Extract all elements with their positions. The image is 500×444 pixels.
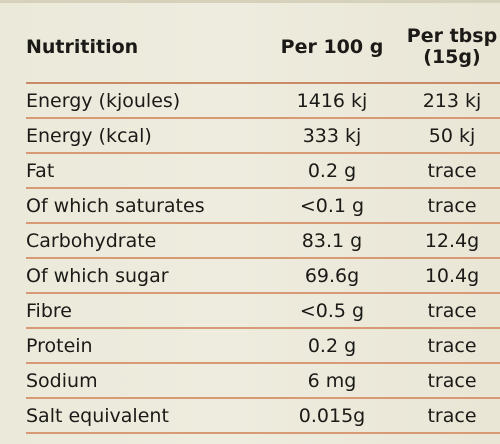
row-nutrient-name: Energy (kjoules) bbox=[26, 83, 262, 119]
row-per-tbsp-value: 12.4g bbox=[402, 223, 500, 259]
row-per-100g-value: 0.015g bbox=[262, 398, 402, 434]
row-per-100g-value: 69.6g bbox=[262, 258, 402, 294]
row-per-100g-value: 0.2 g bbox=[262, 328, 402, 364]
row-nutrient-name: Salt equivalent bbox=[26, 398, 262, 434]
row-per-100g-value: <0.1 g bbox=[262, 188, 402, 224]
row-per-100g-value: 0.2 g bbox=[262, 153, 402, 189]
header-nutrition: Nutritition bbox=[26, 12, 262, 84]
row-per-100g-value: 333 kj bbox=[262, 118, 402, 154]
row-nutrient-name: Fibre bbox=[26, 293, 262, 329]
row-per-tbsp-value: 50 kj bbox=[402, 118, 500, 154]
table-row: Carbohydrate 83.1 g 12.4g bbox=[26, 223, 500, 259]
row-per-100g-value: 83.1 g bbox=[262, 223, 402, 259]
row-per-tbsp-value: trace bbox=[402, 293, 500, 329]
row-per-100g-value: <0.5 g bbox=[262, 293, 402, 329]
table-row: Energy (kcal) 333 kj 50 kj bbox=[26, 118, 500, 154]
table-row: Fibre <0.5 g trace bbox=[26, 293, 500, 329]
nutrition-table: Nutritition Per 100 g Per tbsp (15g) Ene… bbox=[26, 12, 500, 434]
table-row: Sodium 6 mg trace bbox=[26, 363, 500, 399]
header-per-tbsp-line2: (15g) bbox=[423, 46, 481, 68]
row-per-tbsp-value: 10.4g bbox=[402, 258, 500, 294]
row-per-tbsp-value: trace bbox=[402, 363, 500, 399]
row-per-tbsp-value: 213 kj bbox=[402, 83, 500, 119]
table-row: Energy (kjoules) 1416 kj 213 kj bbox=[26, 83, 500, 119]
row-nutrient-name: Protein bbox=[26, 328, 262, 364]
nutrition-table-header: Nutritition Per 100 g Per tbsp (15g) bbox=[26, 12, 500, 84]
header-row: Nutritition Per 100 g Per tbsp (15g) bbox=[26, 12, 500, 84]
row-per-tbsp-value: trace bbox=[402, 188, 500, 224]
header-per-tbsp: Per tbsp (15g) bbox=[402, 12, 500, 84]
table-row: Fat 0.2 g trace bbox=[26, 153, 500, 189]
header-per-tbsp-line1: Per tbsp bbox=[406, 25, 498, 47]
table-row: Of which saturates <0.1 g trace bbox=[26, 188, 500, 224]
nutrition-table-body: Energy (kjoules) 1416 kj 213 kj Energy (… bbox=[26, 83, 500, 434]
table-row: Protein 0.2 g trace bbox=[26, 328, 500, 364]
row-nutrient-name: Of which saturates bbox=[26, 188, 262, 224]
header-per-100g: Per 100 g bbox=[262, 12, 402, 84]
row-per-100g-value: 6 mg bbox=[262, 363, 402, 399]
row-per-tbsp-value: trace bbox=[402, 398, 500, 434]
row-per-tbsp-value: trace bbox=[402, 153, 500, 189]
panel-top-edge bbox=[0, 0, 500, 3]
row-nutrient-name: Of which sugar bbox=[26, 258, 262, 294]
row-nutrient-name: Carbohydrate bbox=[26, 223, 262, 259]
table-row: Salt equivalent 0.015g trace bbox=[26, 398, 500, 434]
row-nutrient-name: Energy (kcal) bbox=[26, 118, 262, 154]
row-nutrient-name: Fat bbox=[26, 153, 262, 189]
row-per-100g-value: 1416 kj bbox=[262, 83, 402, 119]
table-row: Of which sugar 69.6g 10.4g bbox=[26, 258, 500, 294]
row-nutrient-name: Sodium bbox=[26, 363, 262, 399]
row-per-tbsp-value: trace bbox=[402, 328, 500, 364]
